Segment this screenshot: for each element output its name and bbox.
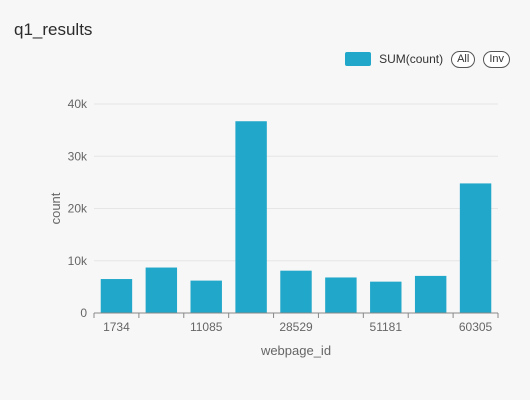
y-tick-label: 10k (68, 254, 88, 268)
bar[interactable] (370, 281, 402, 313)
bar[interactable] (280, 270, 312, 313)
x-tick-label: 28529 (279, 320, 313, 334)
bar[interactable] (325, 277, 357, 313)
bar[interactable] (414, 275, 447, 313)
bar[interactable] (100, 279, 133, 313)
legend: SUM(count) All Inv (345, 50, 510, 68)
y-tick-label: 20k (68, 202, 88, 216)
x-tick-label: 60305 (459, 320, 493, 334)
y-tick-label: 0 (80, 306, 87, 320)
select-all-button[interactable]: All (451, 50, 476, 68)
x-tick-label: 1734 (103, 320, 130, 334)
x-tick-label: 51181 (370, 320, 403, 334)
y-tick-label: 40k (68, 97, 88, 111)
invert-selection-button[interactable]: Inv (483, 50, 510, 68)
bar[interactable] (235, 121, 267, 314)
legend-swatch[interactable] (345, 52, 372, 66)
legend-label[interactable]: SUM(count) (379, 52, 444, 66)
bar[interactable] (145, 267, 178, 313)
bar[interactable] (190, 280, 222, 313)
x-axis-title: webpage_id (260, 343, 331, 358)
y-tick-label: 30k (68, 149, 88, 163)
bar[interactable] (459, 183, 492, 313)
x-tick-label: 11085 (190, 320, 223, 334)
chart-title: q1_results (14, 20, 93, 39)
y-axis-title: count (48, 192, 63, 224)
